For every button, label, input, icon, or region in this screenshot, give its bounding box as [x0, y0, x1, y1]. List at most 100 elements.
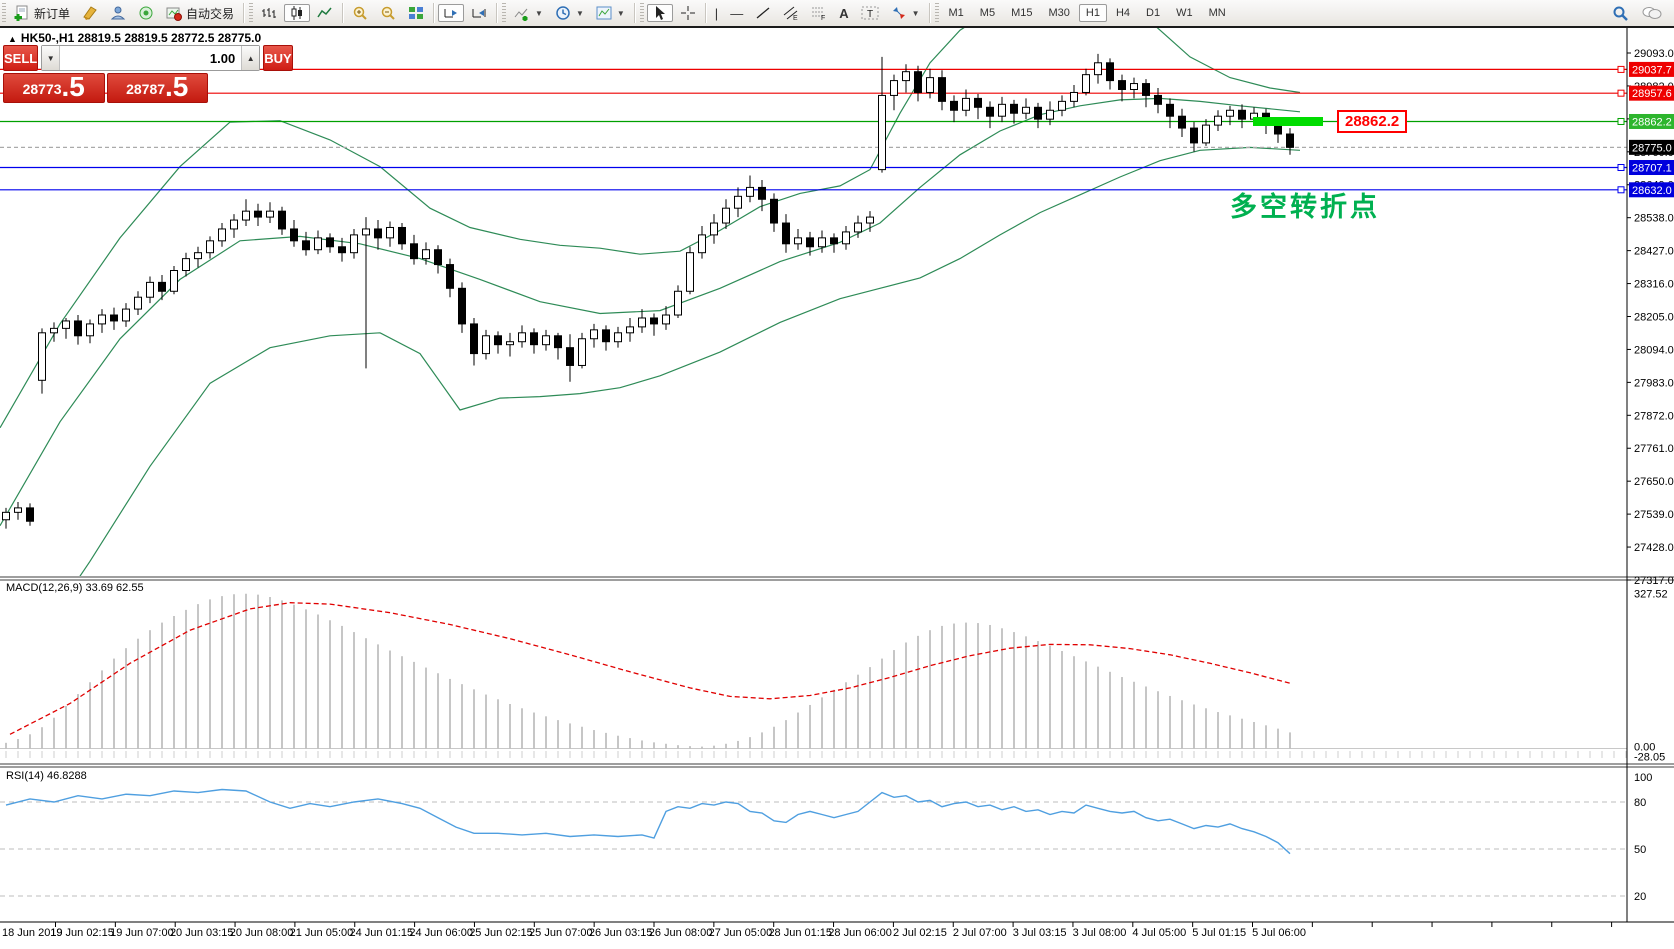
timeframe-mn-button[interactable]: MN	[1208, 7, 1226, 19]
sell-button[interactable]: SELL	[3, 45, 39, 71]
candle-bear	[530, 332, 538, 346]
candle-bear	[1166, 103, 1174, 117]
candle-bear	[950, 100, 958, 111]
text-label-button[interactable]: T	[856, 4, 884, 22]
bar-chart-button[interactable]	[256, 4, 282, 22]
time-axis-label: 26 Jun 03:15	[589, 927, 653, 939]
pivot-price-callout[interactable]: 28862.2	[1337, 110, 1408, 133]
timeframe-m15-button[interactable]: M15	[1011, 7, 1033, 19]
macd-axis-label: 327.52	[1634, 588, 1668, 600]
line-endpoint-marker	[1617, 186, 1625, 194]
timeframe-m5-button[interactable]: M5	[979, 7, 996, 19]
candle-bear	[830, 237, 838, 245]
time-axis-label: 25 Jun 07:00	[529, 927, 593, 939]
time-axis-label: 19 Jun 07:00	[110, 927, 174, 939]
indicators-dropdown-caret[interactable]: ▼	[535, 8, 543, 18]
search-button[interactable]	[1607, 4, 1635, 22]
time-axis-label: 27 Jun 05:00	[709, 927, 773, 939]
arrows-button[interactable]: ▼	[886, 4, 925, 22]
new-order-button[interactable]: 新订单	[9, 4, 75, 22]
horizontal-line-button[interactable]: —	[725, 4, 748, 22]
candle-bull	[1214, 115, 1222, 126]
candle-bear	[434, 249, 442, 266]
ohlc-text: HK50-,H1 28819.5 28819.5 28772.5 28775.0	[20, 31, 262, 45]
svg-text:E: E	[793, 15, 798, 21]
toolbar-grip[interactable]	[934, 3, 939, 23]
timeframe-w1-button[interactable]: W1	[1176, 7, 1193, 19]
auto-scroll-button[interactable]	[438, 4, 465, 22]
macd-signal-line	[9, 602, 1291, 735]
cursor-button[interactable]	[646, 4, 673, 22]
vertical-line-button[interactable]: |	[710, 4, 723, 22]
price-tick-label: 27428.0	[1634, 542, 1674, 554]
line-chart-button[interactable]	[312, 4, 338, 22]
volume-decrease-button[interactable]: ▼	[42, 46, 61, 70]
profile-button[interactable]	[105, 4, 131, 22]
metaeditor-button[interactable]	[77, 4, 103, 22]
candle-bull	[194, 252, 202, 260]
toolbar-grip[interactable]	[2, 3, 6, 23]
line-endpoint-marker	[1617, 65, 1625, 73]
tile-windows-button[interactable]	[403, 4, 429, 22]
candlestick-button[interactable]	[284, 4, 311, 22]
periods-dropdown-caret[interactable]: ▼	[575, 8, 584, 18]
chat-button[interactable]	[1637, 4, 1667, 22]
turning-point-annotation[interactable]: 多空转折点	[1230, 192, 1380, 222]
candle-bear	[398, 226, 406, 245]
signals-button[interactable]	[133, 4, 159, 22]
timeframe-d1-button[interactable]: D1	[1146, 7, 1161, 19]
time-axis-label: 20 Jun 03:15	[170, 927, 234, 939]
toolbar-grip[interactable]	[639, 3, 644, 23]
candle-bull	[86, 323, 94, 337]
candle-bull	[578, 338, 586, 366]
toolbar-grip[interactable]	[249, 3, 254, 23]
price-tick-label: 27650.0	[1634, 476, 1674, 488]
chart-shift-button[interactable]	[466, 4, 492, 22]
indicators-icon	[514, 8, 528, 21]
candle-bull	[878, 94, 886, 171]
autotrading-button[interactable]: 自动交易	[161, 4, 239, 22]
trendline-button[interactable]	[750, 4, 776, 22]
pivot-highlight-bar[interactable]	[1253, 117, 1323, 126]
candle-bear	[158, 281, 166, 292]
toolbar-grip[interactable]	[502, 3, 507, 23]
timeframe-m30-button[interactable]: M30	[1048, 7, 1070, 19]
crosshair-button[interactable]	[675, 4, 701, 22]
timeframe-h4-button[interactable]: H4	[1115, 7, 1130, 19]
time-axis-label: 20 Jun 08:00	[230, 927, 294, 939]
candle-bull	[1082, 74, 1090, 93]
volume-input[interactable]	[60, 46, 242, 70]
timeframe-h1-button[interactable]: H1	[1078, 4, 1107, 22]
collapse-quotes-icon[interactable]: ▲	[8, 34, 17, 44]
line-endpoint-marker	[1617, 89, 1625, 97]
timeframe-m1-button[interactable]: M1	[948, 7, 964, 19]
text-button[interactable]: A	[834, 4, 853, 22]
periods-button[interactable]: ▼	[550, 4, 589, 22]
candle-bear	[806, 237, 814, 248]
bollinger-lower-band	[79, 146, 1301, 576]
price-tag	[1629, 85, 1674, 101]
indicators-button[interactable]: ▼	[509, 4, 548, 22]
candle-bull	[506, 341, 514, 346]
rsi-axis-label: 50	[1634, 844, 1646, 856]
bollinger-middle-band	[0, 97, 1301, 527]
chart-canvas[interactable]: 29093.028982.028871.028760.028649.028538…	[0, 26, 1674, 949]
arrows-dropdown-caret[interactable]: ▼	[911, 8, 920, 18]
candle-bull	[314, 237, 322, 251]
zoom-in-button[interactable]	[347, 4, 373, 22]
zoom-out-button[interactable]	[375, 4, 401, 22]
channel-button[interactable]: E	[778, 4, 804, 22]
buy-button[interactable]: BUY	[263, 45, 293, 71]
fibonacci-button[interactable]: F	[806, 4, 832, 22]
time-axis-label: 4 Jul 05:00	[1132, 927, 1186, 939]
templates-dropdown-caret[interactable]: ▼	[616, 8, 625, 18]
templates-button[interactable]: ▼	[591, 4, 630, 22]
ask-price-box[interactable]: 28787.5	[106, 73, 208, 103]
rsi-panel	[0, 788, 1627, 897]
volume-increase-button[interactable]: ▲	[241, 46, 260, 70]
bid-price-box[interactable]: 28773.5	[3, 73, 105, 103]
rsi-axis-label: 100	[1634, 772, 1652, 784]
candle-bull	[710, 222, 718, 236]
candle-bull	[674, 290, 682, 316]
candle-bear	[1154, 94, 1162, 105]
